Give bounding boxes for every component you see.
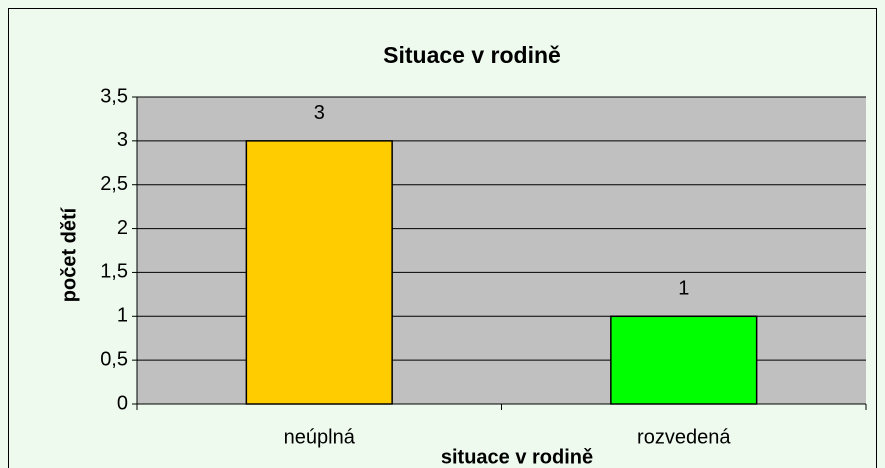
y-tick-label: 3,5 — [100, 85, 128, 107]
x-axis-label: situace v rodině — [441, 446, 593, 468]
y-tick-label: 0 — [117, 392, 128, 414]
chart-title: Situace v rodině — [383, 42, 561, 68]
y-tick-label: 2 — [117, 217, 128, 239]
data-label: 1 — [678, 278, 689, 300]
y-tick-label: 2,5 — [100, 173, 128, 195]
y-axis-label: počet dětí — [58, 206, 80, 302]
x-tick-label: rozvedená — [637, 426, 731, 448]
bar — [610, 315, 758, 405]
y-tick-label: 0,5 — [100, 348, 128, 370]
bar — [245, 140, 393, 405]
data-label: 3 — [314, 102, 325, 124]
y-tick-label: 1,5 — [100, 261, 128, 283]
y-tick-label: 1 — [117, 305, 128, 327]
chart-border — [8, 8, 877, 468]
x-tick-label: neúplná — [284, 426, 356, 448]
y-tick-label: 3 — [117, 129, 128, 151]
